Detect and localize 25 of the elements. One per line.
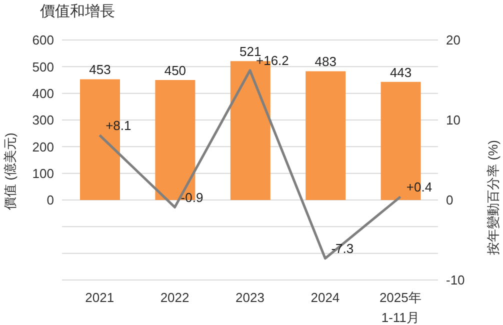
data-label: 453 [89,62,111,78]
y-tick-label: 300 [32,112,54,128]
y-tick-label: 100 [32,166,54,181]
y-tick-label: 200 [32,139,54,154]
bar [306,71,346,200]
y-tick-label: 500 [32,59,54,74]
y2-tick-label: 20 [446,32,460,48]
y-axis-title: 價值 (億美元) [2,132,18,210]
y2-tick-label: -10 [446,272,465,288]
x-tick-label: 2021 [85,290,114,305]
y2-tick-label: 0 [446,192,454,208]
data-label: 521 [240,44,262,60]
y-tick-label: 600 [32,32,54,48]
data-label: 483 [314,54,336,70]
y-tick-label: 0 [46,192,54,208]
x-tick-label: 2022 [160,290,190,305]
y2-axis-title: 按年變動百分率 (%) [486,140,501,255]
x-tick-label: 2023 [236,290,264,305]
data-label: 450 [164,63,186,78]
x-tick-label: 2025年 1-11月 [379,290,422,325]
y-tick-label: 400 [32,86,54,101]
y2-tick-label: 10 [446,112,460,128]
data-label: 443 [390,64,412,80]
x-tick-label: 2024 [310,290,340,305]
chart-title: 價值和增長 [40,2,115,21]
